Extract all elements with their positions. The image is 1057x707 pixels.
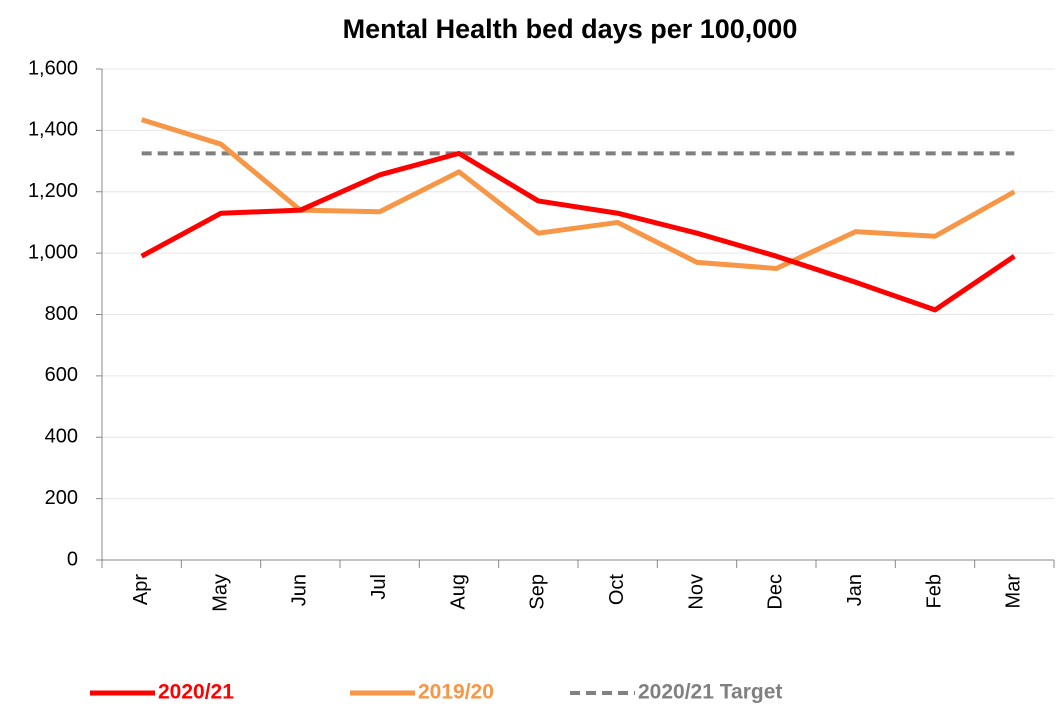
x-tick-label: Apr bbox=[130, 574, 152, 605]
x-tick-label: Aug bbox=[447, 574, 469, 610]
x-tick-label: Jun bbox=[289, 574, 311, 606]
y-tick-label: 1,400 bbox=[28, 119, 78, 141]
y-tick-label: 0 bbox=[67, 548, 78, 570]
y-tick-label: 1,000 bbox=[28, 241, 78, 263]
x-tick-label: Oct bbox=[606, 574, 628, 606]
legend-label: 2020/21 bbox=[158, 681, 234, 704]
x-tick-label: Sep bbox=[527, 574, 549, 610]
series-line bbox=[140, 117, 1016, 271]
y-tick-label: 800 bbox=[45, 303, 78, 325]
legend-label: 2019/20 bbox=[418, 681, 494, 704]
y-tick-label: 1,600 bbox=[28, 57, 78, 79]
y-tick-label: 600 bbox=[45, 364, 78, 386]
y-tick-label: 200 bbox=[45, 487, 78, 509]
x-tick-label: Jul bbox=[368, 574, 390, 600]
x-tick-label: Nov bbox=[685, 574, 707, 610]
x-tick-label: Feb bbox=[923, 574, 945, 608]
y-tick-label: 400 bbox=[45, 426, 78, 448]
x-tick-label: Jan bbox=[844, 574, 866, 606]
x-tick-label: Mar bbox=[1003, 574, 1025, 609]
y-tick-label: 1,200 bbox=[28, 180, 78, 202]
series-line bbox=[140, 150, 1016, 313]
x-tick-label: Dec bbox=[765, 574, 787, 610]
x-tick-label: May bbox=[209, 574, 231, 612]
legend-label: 2020/21 Target bbox=[638, 681, 782, 704]
chart-title: Mental Health bed days per 100,000 bbox=[343, 14, 798, 44]
